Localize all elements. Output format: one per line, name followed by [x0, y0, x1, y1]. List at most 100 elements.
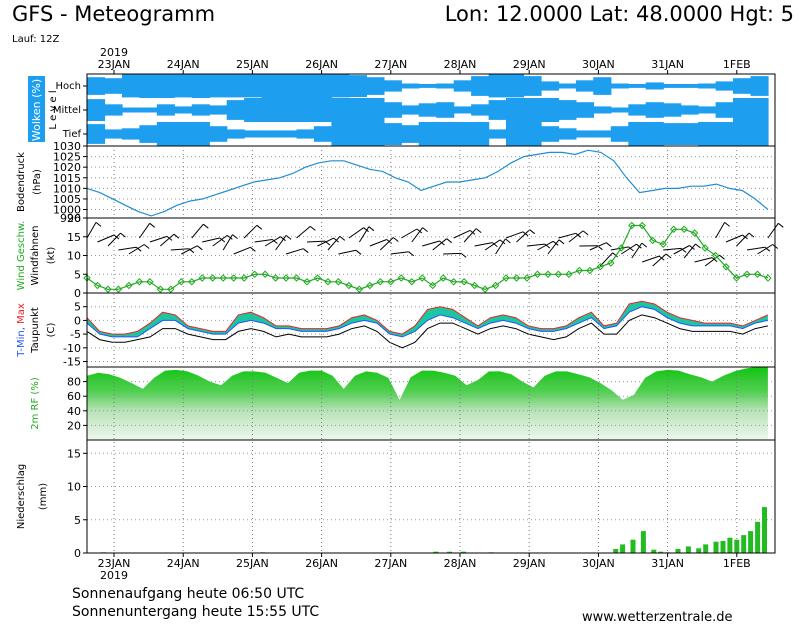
cloud-cell-mittel: [383, 102, 402, 118]
cloud-cell-tief: [436, 122, 455, 146]
wind-speed-marker: [491, 281, 500, 290]
cloud-cell-tief: [401, 125, 420, 143]
date-label-bottom: 24JAN: [167, 557, 200, 570]
date-label-top: 25JAN: [236, 58, 269, 71]
wind-speed-marker: [292, 274, 301, 282]
wind-barb-flag: [149, 222, 156, 228]
cloud-cell-hoch: [121, 74, 140, 98]
wind-barb-flag: [363, 227, 369, 233]
wind-barb-flag: [605, 242, 612, 248]
wind-ytick: 20: [67, 212, 81, 225]
cloud-cell-mittel: [733, 98, 752, 122]
wind-barb: [327, 236, 341, 251]
wind-speed-marker: [104, 285, 112, 293]
cloud-cell-tief: [331, 122, 350, 146]
cloud-cell-mittel: [680, 105, 699, 115]
cloud-cell-hoch: [575, 80, 594, 92]
date-label-top: 30JAN: [582, 58, 615, 71]
cloud-cell-hoch: [715, 81, 734, 91]
cloud-cell-tief: [209, 126, 228, 142]
cloud-cell-mittel: [331, 98, 350, 122]
date-label-top: 27JAN: [374, 58, 407, 71]
wind-speed-marker: [198, 274, 206, 282]
cloud-cell-hoch: [558, 83, 577, 89]
wind-barb-flag: [355, 249, 362, 255]
cloud-cell-mittel: [209, 105, 228, 115]
wind-speed-marker: [387, 278, 395, 286]
precip-bar: [685, 546, 691, 553]
cloud-cell-hoch: [610, 83, 629, 89]
wind-barb: [317, 237, 334, 247]
wind-barb-flag: [95, 222, 102, 227]
cloud-cell-hoch: [401, 83, 420, 89]
wind-barb-flag: [575, 232, 582, 238]
date-label-top: 1FEB: [723, 58, 751, 71]
wind-barb: [621, 243, 637, 255]
cloud-cell-tief: [191, 122, 210, 146]
cloud-cell-mittel: [523, 98, 542, 122]
wind-barb: [505, 231, 524, 239]
wind-speed-marker: [544, 270, 552, 278]
cloud-cell-tief: [506, 122, 525, 146]
wind-speed-marker: [261, 270, 269, 278]
wind-speed-marker: [701, 244, 709, 252]
wind-speed-marker: [764, 274, 772, 282]
cloud-cell-hoch: [471, 76, 490, 96]
wind-barb: [558, 232, 576, 239]
wind-barb-flag: [460, 253, 467, 258]
wind-speed-marker: [596, 263, 605, 271]
wind-barb: [547, 239, 560, 255]
cloud-cell-tief: [593, 130, 612, 138]
date-label-bottom: 26JAN: [305, 557, 338, 570]
wind-barb: [233, 246, 251, 255]
wind-barb: [537, 240, 554, 251]
cloud-cell-hoch: [436, 83, 455, 89]
wind-speed-marker: [429, 281, 437, 290]
wind-barb: [652, 253, 667, 267]
wind-barb: [170, 248, 189, 251]
cloud-cell-hoch: [87, 77, 106, 95]
cloud-cell-hoch: [453, 80, 472, 92]
cloud-cell-tief: [279, 130, 298, 138]
temperature-ytick: -5: [70, 328, 81, 341]
model-run: Lauf: 12Z: [12, 34, 60, 45]
wind-barb-flag: [475, 228, 482, 233]
cloud-cell-mittel: [296, 98, 315, 122]
wind-barb: [128, 244, 145, 255]
wind-barb: [411, 227, 424, 243]
wind-speed-marker: [659, 240, 667, 248]
wind-speed-marker: [146, 278, 154, 286]
wind-barb-flag: [628, 246, 634, 252]
wind-barb: [673, 245, 690, 255]
precip-bar: [720, 541, 726, 553]
precip-ytick: 10: [67, 481, 81, 494]
wind-speed-marker: [271, 274, 280, 282]
wind-speed-marker: [722, 263, 730, 271]
cloud-cell-mittel: [471, 104, 490, 116]
cloud-cell-hoch: [366, 77, 385, 95]
cloud-cell-hoch: [174, 74, 193, 98]
wind-barb: [369, 239, 387, 247]
cloud-cell-tief: [488, 129, 507, 139]
cloud-cell-mittel: [226, 100, 245, 120]
site-url: www.wetterzentrale.de: [582, 610, 733, 625]
date-label-bottom: 27JAN: [374, 557, 407, 570]
wind-barb-flag: [505, 238, 511, 244]
wind-barb: [222, 234, 233, 251]
wind-speed-marker: [460, 278, 468, 286]
wind-barb-flag: [302, 248, 309, 254]
cloud-cell-mittel: [593, 106, 612, 114]
cloud-cell-mittel: [121, 107, 140, 113]
wind-barb-flag: [422, 227, 428, 232]
precip-bar: [696, 548, 702, 553]
cloud-cell-mittel: [156, 104, 175, 116]
wind-speed-marker: [628, 221, 636, 230]
cloud-panel: Hoch Mittel Tief Wolken (%) L e v e l: [28, 74, 775, 146]
cloud-cell-hoch: [523, 76, 542, 96]
cloud-cell-hoch: [733, 78, 752, 94]
wind-speed-marker: [512, 274, 521, 282]
wind-barb-flag: [777, 222, 784, 228]
wind-speed-marker: [533, 270, 542, 278]
wind-speed-marker: [303, 278, 311, 286]
cloud-cell-tief: [523, 122, 542, 146]
